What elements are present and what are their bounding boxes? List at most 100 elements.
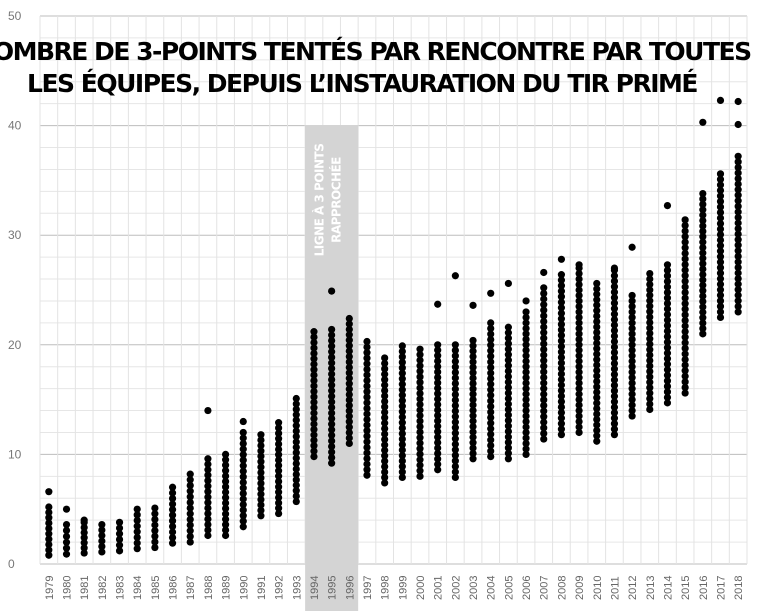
data-point (646, 362, 654, 370)
data-point (540, 396, 548, 404)
data-point (168, 539, 177, 547)
data-point (522, 385, 530, 393)
data-point (610, 414, 619, 422)
data-point (699, 281, 707, 289)
data-point (345, 423, 353, 431)
data-point (345, 396, 353, 404)
data-point (699, 265, 707, 273)
data-point (275, 424, 283, 432)
data-point (681, 294, 689, 302)
data-point (628, 330, 636, 338)
data-point (716, 280, 725, 288)
data-point (610, 370, 619, 378)
data-point (699, 211, 707, 219)
data-point (487, 391, 495, 399)
data-point (522, 335, 530, 343)
data-point (310, 371, 318, 379)
data-point (221, 531, 230, 540)
data-point (557, 309, 566, 317)
data-point (540, 295, 548, 303)
data-point (310, 338, 318, 347)
data-point (593, 366, 601, 375)
data-point (646, 302, 654, 310)
data-point (204, 504, 212, 512)
data-point (80, 544, 88, 552)
data-point (487, 425, 495, 433)
data-point (328, 387, 336, 395)
data-point (115, 541, 124, 549)
data-point (98, 531, 106, 540)
data-point (45, 535, 53, 543)
data-point (663, 366, 672, 374)
data-point (540, 284, 548, 292)
data-point (151, 510, 159, 518)
data-point (257, 485, 265, 493)
data-point (487, 289, 495, 297)
data-point (646, 356, 654, 365)
data-point (540, 268, 548, 277)
data-point (681, 311, 689, 319)
data-point (469, 336, 477, 345)
data-point (434, 444, 442, 452)
data-point (487, 347, 495, 355)
data-point (133, 522, 141, 530)
data-point (540, 334, 548, 342)
data-point (575, 275, 583, 283)
data-point (575, 385, 583, 393)
data-point (593, 312, 601, 320)
data-point (292, 427, 300, 435)
data-point (540, 323, 548, 331)
data-point (204, 493, 212, 501)
data-point (663, 377, 672, 385)
data-point (345, 369, 353, 377)
data-point (451, 457, 459, 465)
data-point (504, 394, 512, 403)
data-point (663, 327, 672, 335)
data-point (434, 406, 442, 414)
data-point (275, 493, 283, 502)
data-point (487, 319, 495, 327)
data-point (451, 468, 459, 476)
data-point (628, 297, 636, 305)
data-point (275, 483, 283, 491)
data-point (646, 400, 654, 408)
data-point (221, 499, 230, 507)
data-point (663, 294, 672, 302)
data-point (522, 308, 530, 316)
x-tick-label: 2002 (450, 576, 462, 600)
data-point (663, 393, 672, 401)
data-point (434, 373, 442, 381)
data-point (557, 276, 566, 284)
data-point (575, 412, 583, 420)
data-point (522, 363, 530, 371)
data-point (628, 319, 636, 327)
data-point (628, 324, 636, 332)
data-point (257, 506, 265, 514)
data-point (646, 346, 654, 354)
data-point (168, 533, 177, 542)
data-point (469, 401, 477, 409)
data-point (681, 383, 689, 392)
data-point (522, 346, 530, 354)
data-point (699, 243, 707, 252)
data-point (221, 456, 230, 464)
data-point (734, 163, 742, 172)
data-point (540, 351, 548, 359)
data-point (628, 302, 636, 311)
data-point (328, 409, 336, 417)
data-point (557, 392, 566, 400)
data-point (275, 445, 283, 453)
data-point (186, 515, 194, 524)
data-point (487, 402, 495, 411)
data-point (522, 445, 530, 453)
x-tick-label: 2003 (468, 576, 480, 600)
data-point (504, 416, 512, 425)
data-point (469, 369, 477, 377)
data-point (292, 487, 300, 495)
data-point (434, 352, 442, 360)
data-point (646, 308, 654, 316)
data-point (716, 192, 725, 200)
data-point (416, 367, 424, 375)
data-point (416, 417, 424, 425)
data-point (504, 455, 512, 463)
